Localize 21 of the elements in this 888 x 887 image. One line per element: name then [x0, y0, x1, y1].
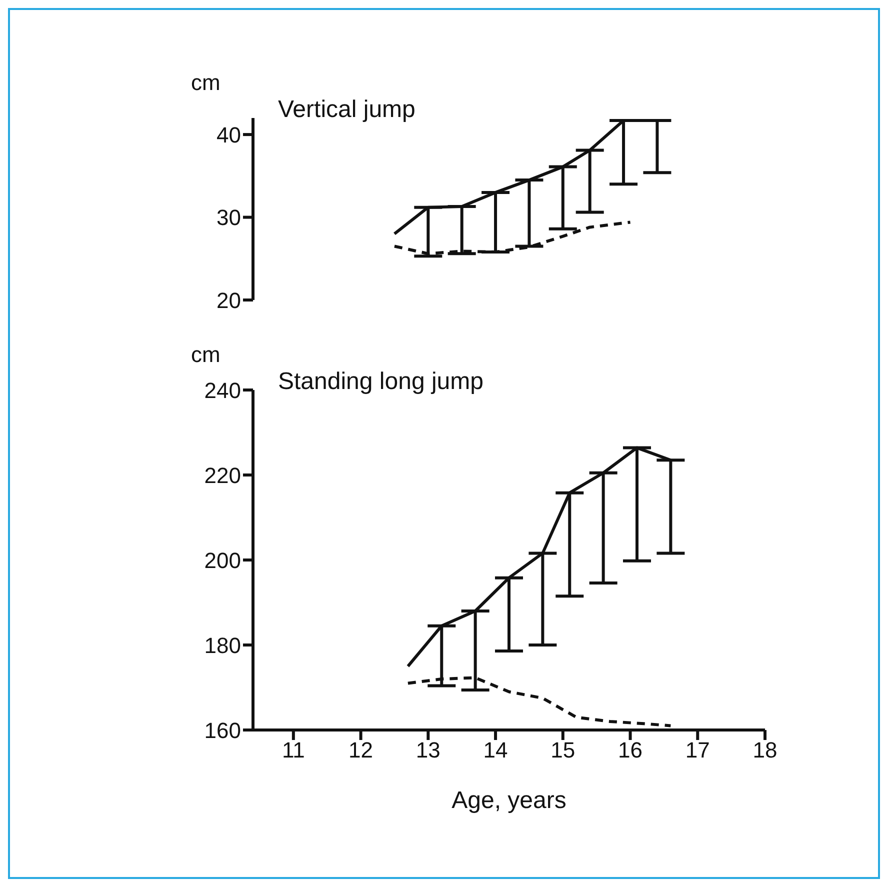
x-tick-label: 14 — [483, 738, 508, 763]
x-tick-label: 12 — [348, 738, 374, 763]
y-tick-label: 220 — [204, 462, 241, 488]
x-tick-label: 18 — [752, 738, 778, 763]
y-axis-title: cm — [191, 342, 220, 368]
y-tick-label: 240 — [204, 378, 241, 403]
x-tick-label: 15 — [550, 738, 576, 763]
y-tick-label: 160 — [204, 718, 241, 743]
y-tick-label: 180 — [204, 632, 241, 658]
x-tick-label: 17 — [685, 738, 710, 763]
chart-title: Vertical jump — [278, 96, 416, 124]
x-tick-label: 16 — [618, 738, 643, 763]
y-tick-label: 30 — [216, 205, 241, 230]
y-tick-label: 40 — [216, 122, 241, 148]
chart-title: Standing long jump — [278, 368, 484, 396]
y-tick-label: 200 — [204, 548, 241, 573]
y-axis-title: cm — [191, 70, 220, 96]
x-tick-label: 13 — [416, 738, 440, 763]
x-tick-label: 11 — [282, 738, 305, 763]
y-tick-label: 20 — [216, 288, 241, 313]
x-axis-title: Age, years — [452, 787, 566, 814]
